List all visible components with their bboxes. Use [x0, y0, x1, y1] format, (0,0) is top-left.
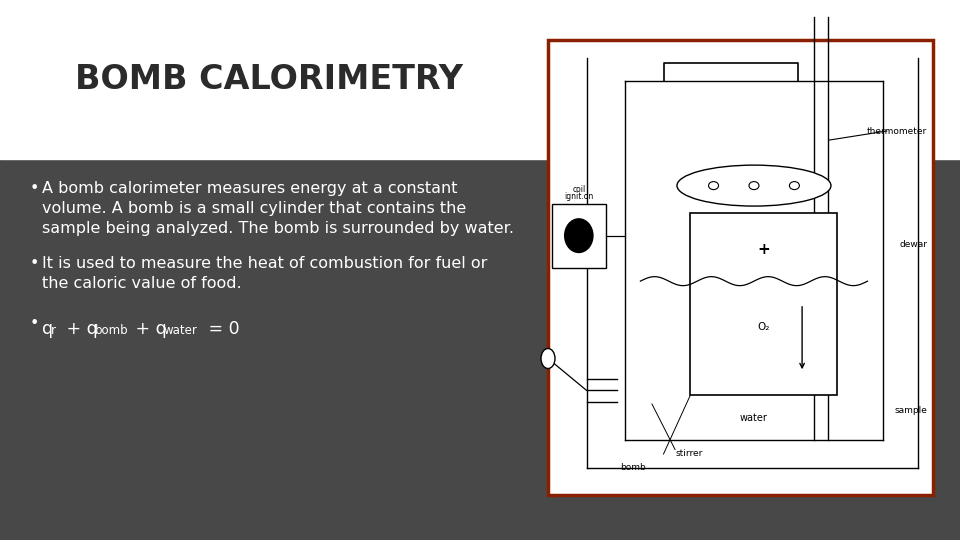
- Text: bomb: bomb: [620, 463, 645, 472]
- Ellipse shape: [708, 181, 718, 190]
- Text: + q: + q: [61, 320, 98, 338]
- Text: coil: coil: [572, 185, 586, 194]
- Text: q: q: [42, 320, 53, 338]
- Text: ignit.on: ignit.on: [564, 192, 593, 201]
- Text: BOMB CALORIMETRY: BOMB CALORIMETRY: [75, 63, 463, 96]
- Text: dewar: dewar: [900, 240, 927, 249]
- Text: It is used to measure the heat of combustion for fuel or: It is used to measure the heat of combus…: [42, 256, 488, 271]
- Ellipse shape: [789, 181, 800, 190]
- Text: bomb: bomb: [95, 325, 129, 338]
- Text: + q: + q: [130, 320, 167, 338]
- Text: •: •: [30, 181, 39, 197]
- Text: •: •: [30, 256, 39, 271]
- Ellipse shape: [677, 165, 831, 206]
- Bar: [690, 213, 837, 395]
- Bar: [552, 204, 606, 267]
- Text: A bomb calorimeter measures energy at a constant: A bomb calorimeter measures energy at a …: [42, 181, 458, 197]
- Text: thermometer: thermometer: [867, 126, 927, 136]
- Bar: [0, 0, 960, 159]
- Text: +: +: [757, 242, 770, 257]
- Text: r: r: [51, 325, 56, 338]
- Text: water: water: [740, 413, 768, 423]
- Bar: [548, 40, 933, 495]
- Ellipse shape: [564, 218, 593, 253]
- Text: water: water: [163, 325, 197, 338]
- Text: O₂: O₂: [757, 322, 770, 332]
- Ellipse shape: [749, 181, 759, 190]
- Text: stirrer: stirrer: [675, 449, 703, 458]
- Ellipse shape: [541, 348, 555, 368]
- Text: sample being analyzed. The bomb is surrounded by water.: sample being analyzed. The bomb is surro…: [42, 221, 514, 237]
- Text: = 0: = 0: [203, 320, 240, 338]
- Text: the caloric value of food.: the caloric value of food.: [42, 276, 242, 291]
- Text: •: •: [30, 316, 39, 332]
- Text: sample: sample: [895, 406, 927, 415]
- Text: volume. A bomb is a small cylinder that contains the: volume. A bomb is a small cylinder that …: [42, 201, 467, 217]
